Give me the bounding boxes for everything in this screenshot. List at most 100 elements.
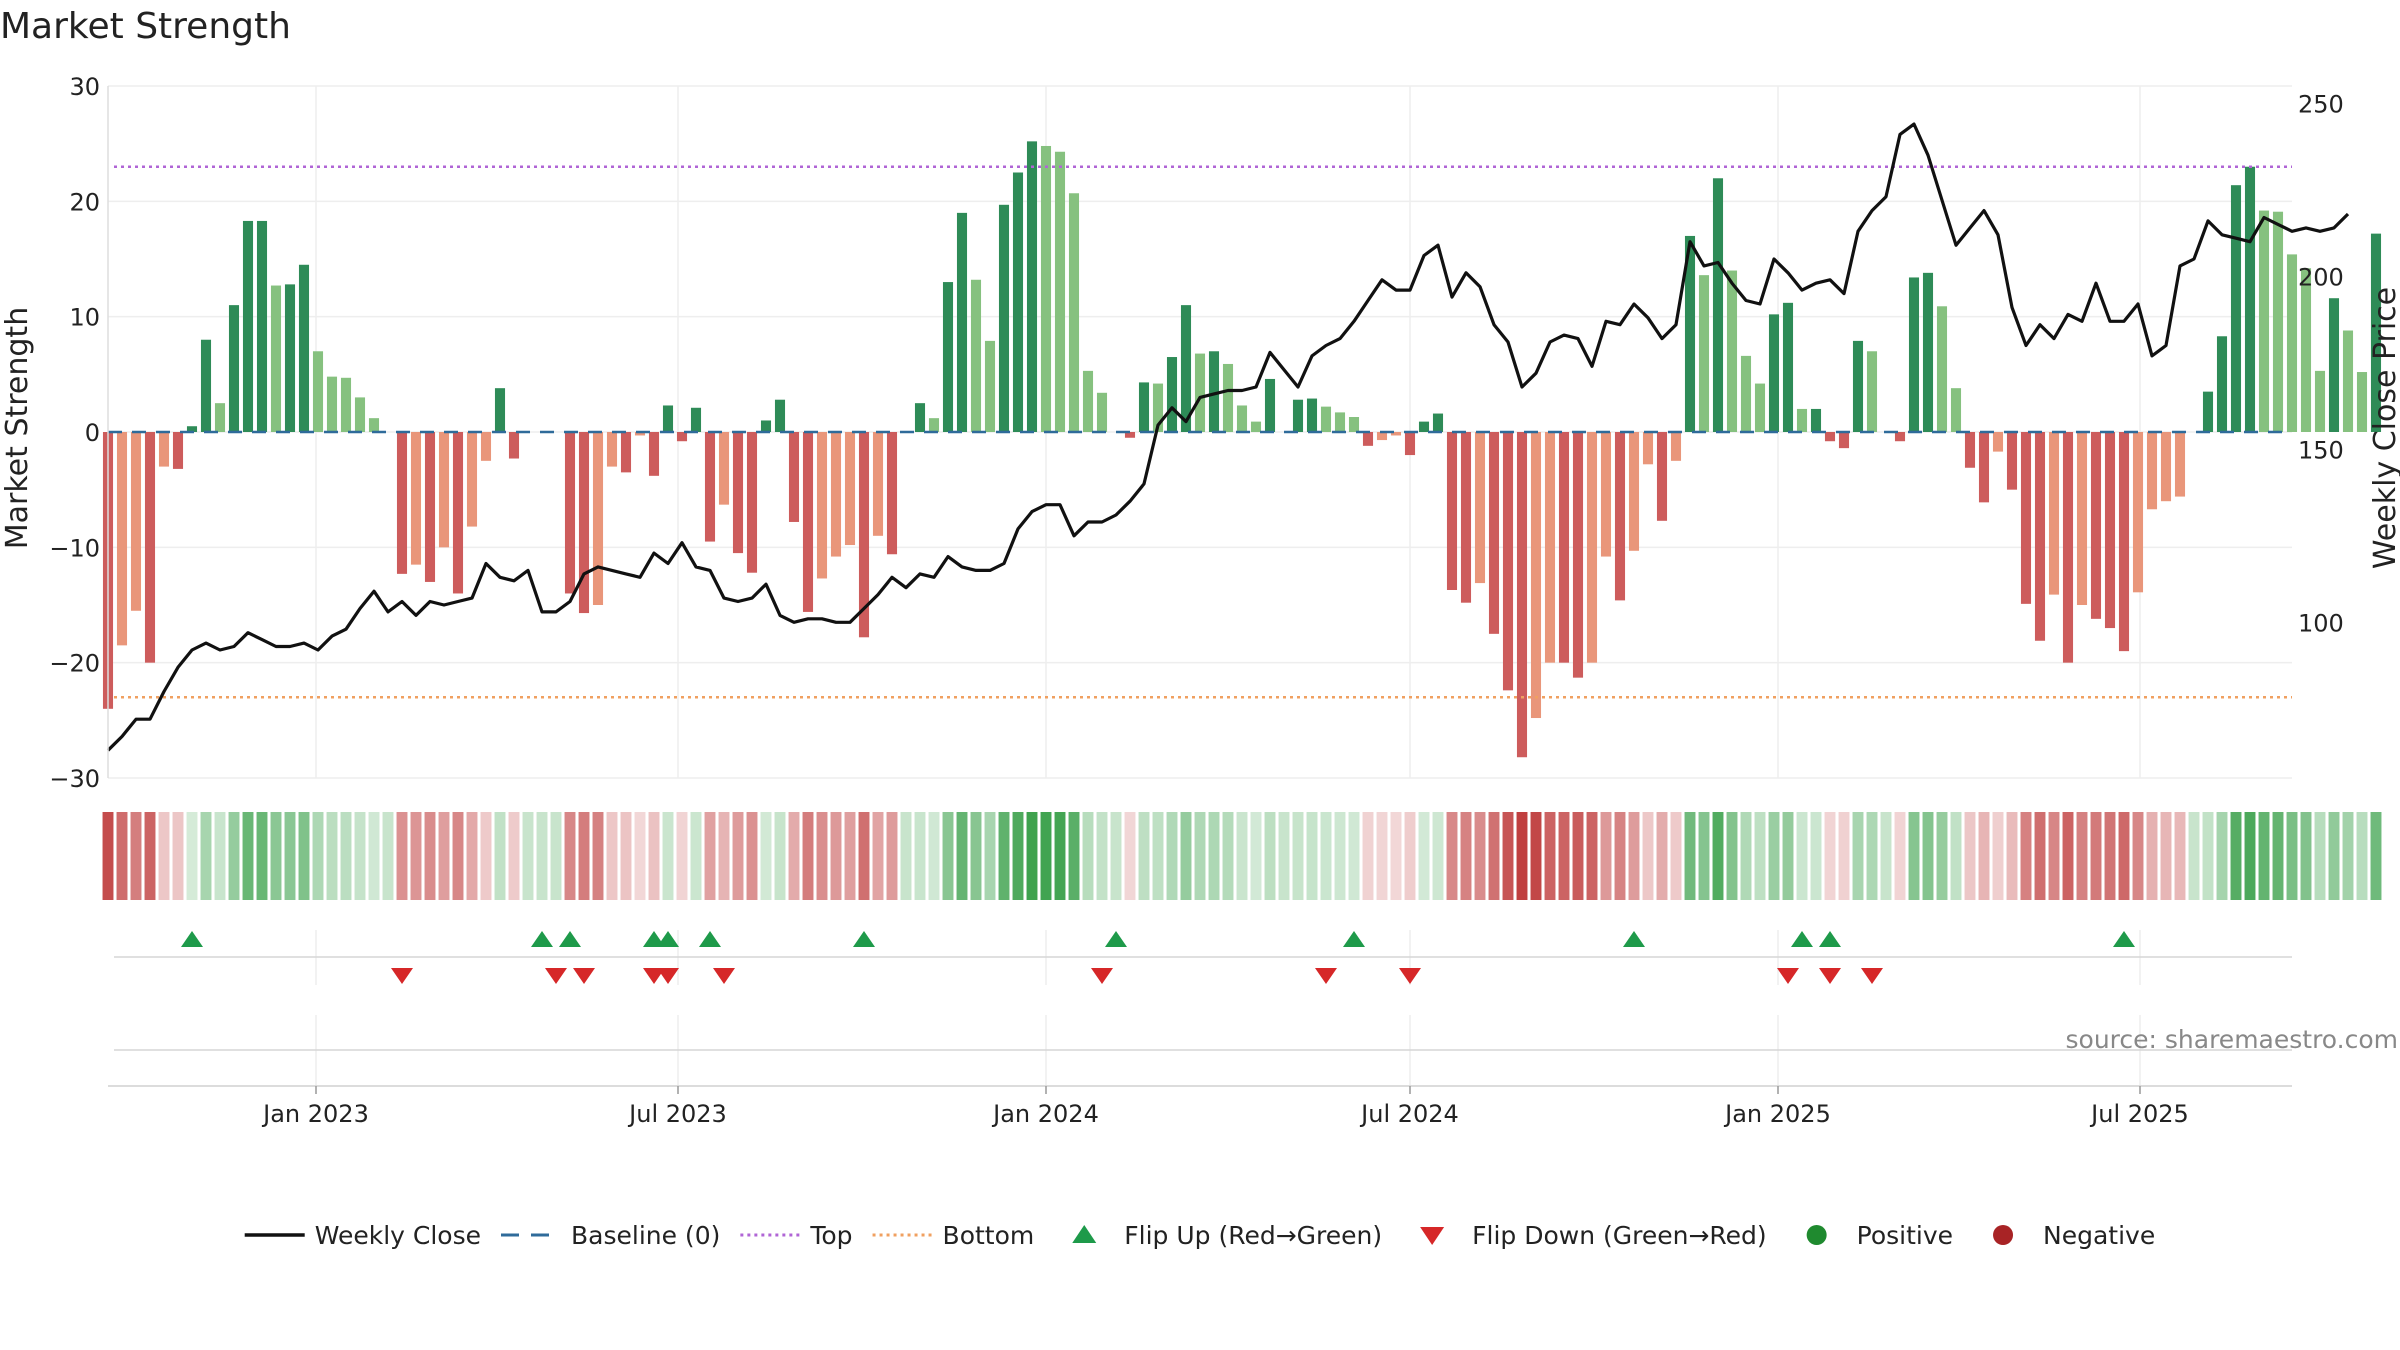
strength-bar bbox=[956, 212, 968, 432]
regime-cell bbox=[102, 812, 114, 900]
flip-up-marker bbox=[1623, 931, 1645, 947]
strength-bar bbox=[158, 432, 170, 467]
x-tick-label: Jan 2025 bbox=[1723, 1100, 1831, 1128]
regime-cell bbox=[242, 812, 254, 900]
strength-bar bbox=[634, 432, 646, 436]
flip-down-marker bbox=[643, 968, 665, 984]
strength-bar bbox=[704, 432, 716, 542]
regime-cell bbox=[2118, 812, 2130, 900]
regime-cell bbox=[214, 812, 226, 900]
strength-bar bbox=[312, 351, 324, 432]
strength-bar bbox=[1446, 432, 1458, 591]
regime-cell bbox=[1152, 812, 1164, 900]
strength-bar bbox=[1586, 432, 1598, 663]
regime-cell bbox=[1964, 812, 1976, 900]
regime-cell bbox=[1824, 812, 1836, 900]
strength-bar bbox=[1320, 406, 1332, 432]
regime-cell bbox=[284, 812, 296, 900]
strength-bar bbox=[2132, 432, 2144, 593]
legend-swatch bbox=[1993, 1225, 2014, 1245]
regime-cell bbox=[2370, 812, 2382, 900]
regime-cell bbox=[2300, 812, 2312, 900]
regime-cell bbox=[186, 812, 198, 900]
y2-tick-label: 250 bbox=[2298, 90, 2344, 118]
strength-bar bbox=[606, 432, 618, 467]
legend: Weekly Close Baseline (0) Top Bottom Flip Up… bbox=[244, 1221, 2155, 1250]
regime-cell bbox=[2160, 812, 2172, 900]
regime-cell bbox=[1838, 812, 1850, 900]
regime-cell bbox=[1334, 812, 1346, 900]
regime-cell bbox=[1978, 812, 1990, 900]
regime-cell bbox=[718, 812, 730, 900]
legend-item: Weekly Close bbox=[244, 1221, 481, 1250]
regime-cell bbox=[1600, 812, 1612, 900]
regime-cell bbox=[900, 812, 912, 900]
regime-cell bbox=[1586, 812, 1598, 900]
flip-down-marker bbox=[713, 968, 735, 984]
strength-bar bbox=[508, 432, 520, 459]
regime-cell bbox=[2356, 812, 2368, 900]
strength-bar bbox=[1656, 432, 1668, 521]
x-tick-label: Jul 2024 bbox=[1359, 1100, 1459, 1128]
strength-bar bbox=[256, 220, 268, 432]
flip-down-marker bbox=[391, 968, 413, 984]
regime-cell bbox=[1516, 812, 1528, 900]
regime-cell bbox=[1488, 812, 1500, 900]
strength-bar bbox=[858, 432, 870, 638]
flip-up-marker bbox=[1105, 931, 1127, 947]
y-tick-label: −10 bbox=[49, 534, 100, 562]
regime-cell bbox=[1866, 812, 1878, 900]
regime-cell bbox=[746, 812, 758, 900]
strength-bar bbox=[2300, 268, 2312, 432]
regime-cell bbox=[2132, 812, 2144, 900]
legend-label: Baseline (0) bbox=[571, 1221, 720, 1250]
regime-cell bbox=[1810, 812, 1822, 900]
regime-cell bbox=[1894, 812, 1906, 900]
strength-bar bbox=[2342, 330, 2354, 432]
flip-up-marker bbox=[657, 931, 679, 947]
strength-bar bbox=[564, 432, 576, 594]
regime-cell bbox=[1306, 812, 1318, 900]
strength-bar bbox=[326, 376, 338, 432]
regime-cell bbox=[578, 812, 590, 900]
regime-cell bbox=[1782, 812, 1794, 900]
flip-up-marker bbox=[531, 931, 553, 947]
strength-bar bbox=[774, 399, 786, 432]
flip-up-marker bbox=[699, 931, 721, 947]
close-line-layer bbox=[106, 122, 2350, 752]
strength-bar bbox=[592, 432, 604, 605]
regime-cell bbox=[1614, 812, 1626, 900]
regime-cell bbox=[2146, 812, 2158, 900]
strength-bar bbox=[746, 432, 758, 573]
strength-bar bbox=[340, 377, 352, 432]
strength-bar bbox=[1348, 417, 1360, 432]
regime-cell bbox=[1698, 812, 1710, 900]
strength-bar bbox=[942, 282, 954, 432]
regime-cell bbox=[1712, 812, 1724, 900]
strength-bar bbox=[676, 432, 688, 442]
y-tick-label: 0 bbox=[85, 419, 100, 447]
strength-bar bbox=[970, 279, 982, 432]
legend-item: Negative bbox=[1993, 1221, 2155, 1250]
regime-cell bbox=[1180, 812, 1192, 900]
strength-bar bbox=[1068, 193, 1080, 432]
strength-bar bbox=[1894, 432, 1906, 442]
regime-cell bbox=[2202, 812, 2214, 900]
strength-bar bbox=[494, 388, 506, 432]
strength-bar bbox=[1180, 305, 1192, 432]
regime-cell bbox=[592, 812, 604, 900]
regime-cell bbox=[1110, 812, 1122, 900]
regime-cell bbox=[844, 812, 856, 900]
regime-cell bbox=[1796, 812, 1808, 900]
strength-bar bbox=[1208, 351, 1220, 432]
strength-bar bbox=[214, 403, 226, 432]
strength-bar bbox=[228, 305, 240, 432]
strength-bar bbox=[1516, 432, 1528, 758]
regime-cell bbox=[340, 812, 352, 900]
strength-bar bbox=[1642, 432, 1654, 465]
regime-cell bbox=[2230, 812, 2242, 900]
strength-bar bbox=[1362, 432, 1374, 446]
strength-bar bbox=[144, 432, 156, 663]
strength-bar bbox=[648, 432, 660, 476]
y-tick-label: 10 bbox=[69, 304, 100, 332]
